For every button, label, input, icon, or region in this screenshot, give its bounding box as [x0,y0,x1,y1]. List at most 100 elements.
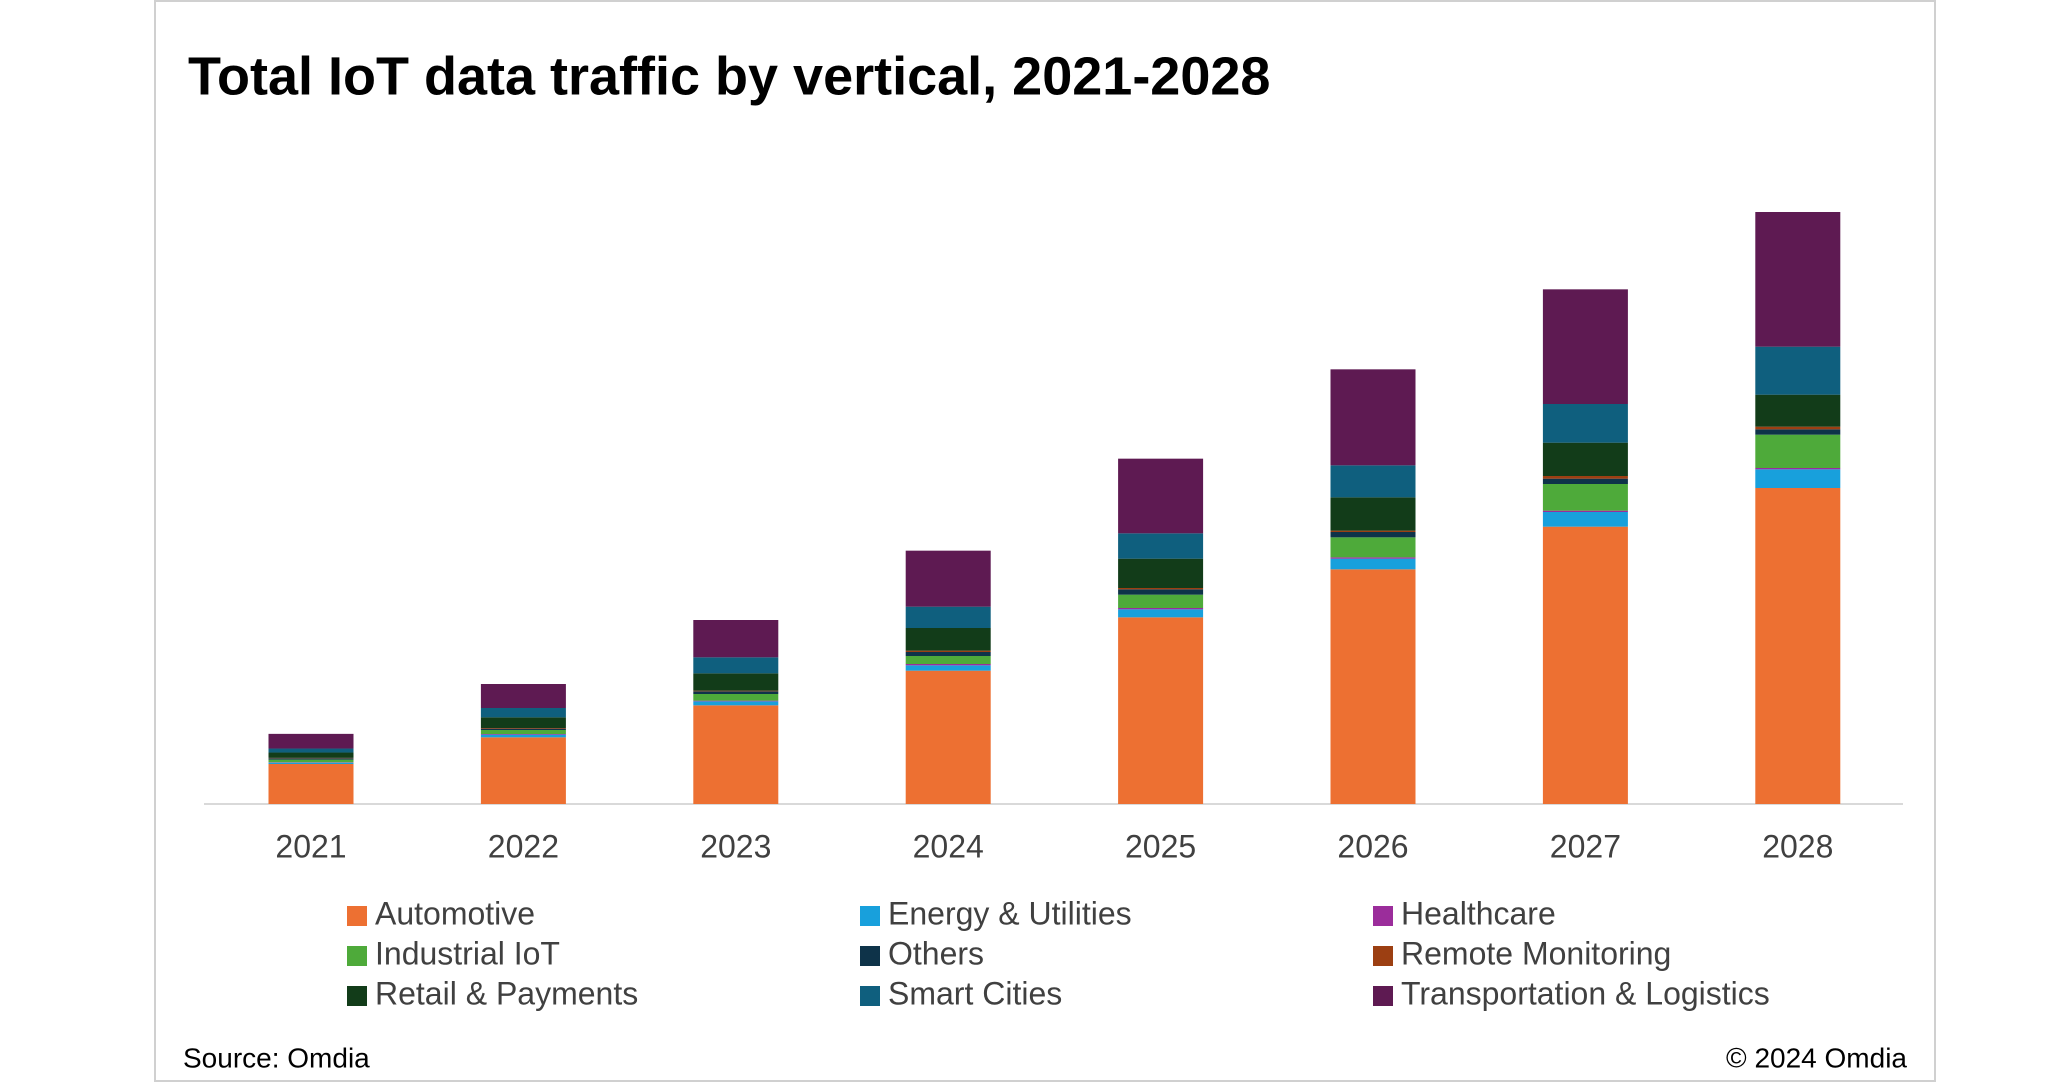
bar-segment [1755,434,1841,468]
legend-label: Transportation & Logistics [1401,975,1770,1011]
legend-label: Healthcare [1401,895,1556,931]
bar-segment [1755,488,1841,804]
bar-segment [905,670,991,804]
bar-segment [268,764,354,804]
bar-segment [1330,557,1416,559]
legend-swatch [1373,906,1393,926]
legend-swatch [860,906,880,926]
legend-swatch [860,986,880,1006]
bar-segment [1542,512,1628,527]
bar-segment [905,606,991,628]
bar-segment [1330,497,1416,531]
bar-segment [693,673,779,691]
bar-segment [693,620,779,658]
bar-segment [268,758,354,760]
bar-segment [268,752,354,758]
bar-segment [480,734,566,735]
bar-segment [1755,346,1841,395]
bar-segment [480,730,566,734]
legend-label: Smart Cities [888,975,1062,1011]
bar-segment [480,708,566,718]
bar-segment [905,656,991,664]
bar-segment [693,705,779,804]
x-tick-label: 2027 [1550,828,1621,864]
bar-segment [1755,469,1841,488]
bar-segment [480,684,566,708]
bar-segment [480,728,566,729]
bar-segment [1755,468,1841,470]
x-tick-label: 2021 [275,828,346,864]
chart-frame [154,0,1936,1082]
bar-segment [693,701,779,706]
bar-segment [1755,394,1841,427]
legend-label: Retail & Payments [375,975,638,1011]
bar-segment [1330,569,1416,804]
bar-segment [1755,426,1841,430]
bar-segment [1542,476,1628,479]
bar-segment [1118,608,1204,610]
bar-segment [268,748,354,753]
bar-segment [1118,458,1204,534]
legend-swatch [347,986,367,1006]
legend-swatch [347,906,367,926]
bar-segment [1330,537,1416,558]
bar-segment [1330,530,1416,532]
legend-label: Industrial IoT [375,935,560,971]
bar-segment [1118,533,1204,559]
legend-label: Energy & Utilities [888,895,1132,931]
bar-segment [1118,617,1204,804]
bar-segment [1118,609,1204,618]
copyright: © 2024 Omdia [1726,1042,1907,1073]
x-tick-label: 2026 [1337,828,1408,864]
x-tick-label: 2028 [1762,828,1833,864]
bar-segment [1542,289,1628,404]
bar-segment [1755,212,1841,347]
bar-segment [693,657,779,674]
bar-segment [693,694,779,701]
bar-segment [1118,594,1204,608]
bar-segment [1118,589,1204,595]
bar-segment [1542,510,1628,512]
bar-segment [1542,478,1628,484]
bar-segment [905,665,991,671]
bar-segment [480,717,566,728]
bar-segment [268,762,354,764]
bar-segment [1542,404,1628,443]
legend-label: Automotive [375,895,535,931]
legend-label: Remote Monitoring [1401,935,1671,971]
bar-segment [693,690,779,692]
bar-segment [1755,429,1841,435]
bar-segment [268,733,354,749]
bar-segment [480,728,566,730]
legend-swatch [1373,986,1393,1006]
bar-segment [1330,532,1416,538]
x-tick-label: 2025 [1125,828,1196,864]
bar-segment [905,628,991,651]
bar-segment [905,550,991,607]
bar-segment [480,734,566,738]
bar-segment [268,759,354,763]
bar-segment [1118,588,1204,590]
bar-segment [905,664,991,666]
source: Source: Omdia [183,1042,370,1073]
x-tick-label: 2023 [700,828,771,864]
bar-segment [1542,526,1628,804]
legend-swatch [1373,946,1393,966]
x-tick-label: 2022 [488,828,559,864]
bar-segment [1330,558,1416,570]
bar-segment [480,737,566,804]
bar-segment [1118,558,1204,588]
x-tick-label: 2024 [913,828,984,864]
bar-segment [905,652,991,656]
bar-segment [693,691,779,694]
bar-segment [1542,484,1628,511]
bar-segment [1330,465,1416,498]
bar-segment [905,650,991,652]
legend-swatch [347,946,367,966]
bar-segment [1542,442,1628,476]
chart-title: Total IoT data traffic by vertical, 2021… [188,46,1270,106]
legend-label: Others [888,935,984,971]
bar-segment [1330,369,1416,466]
legend-swatch [860,946,880,966]
